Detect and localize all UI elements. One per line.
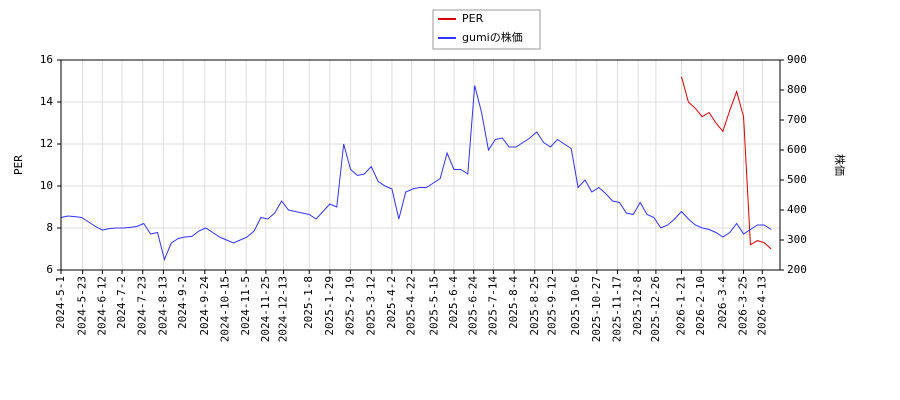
x-tick-label: 2024-6-12	[95, 276, 108, 336]
x-tick-label: 2025-11-17	[610, 276, 623, 342]
x-tick-label: 2024-11-25	[259, 276, 272, 342]
x-tick-label: 2026-2-10	[694, 276, 707, 336]
x-tick-label: 2025-7-14	[486, 276, 499, 336]
x-tick-label: 2024-5-23	[76, 276, 89, 336]
y-tick-label: 6	[46, 263, 53, 276]
series-line	[60, 85, 772, 262]
y-tick-label: 8	[46, 221, 53, 234]
x-tick-label: 2026-3-4	[716, 276, 729, 329]
legend-box	[432, 9, 541, 50]
y-tick-label: 12	[40, 137, 53, 150]
x-tick-label: 2024-8-13	[156, 276, 169, 336]
y2-tick-label: 300	[787, 233, 807, 246]
series-line	[681, 76, 772, 250]
y-tick-label: 14	[40, 95, 54, 108]
x-tick-label: 2025-2-19	[344, 276, 357, 336]
y-tick-label: 10	[40, 179, 53, 192]
y2-tick-label: 900	[787, 53, 807, 66]
x-tick-label: 2025-5-15	[427, 276, 440, 336]
legend-label: PER	[462, 12, 484, 25]
x-tick-label: 2024-5-1	[54, 276, 67, 329]
x-tick-label: 2025-8-4	[507, 276, 520, 329]
y2-tick-label: 700	[787, 113, 807, 126]
x-tick-label: 2025-1-8	[302, 276, 315, 329]
y2-tick-label: 200	[787, 263, 807, 276]
x-tick-label: 2025-6-4	[447, 276, 460, 329]
y2-tick-label: 800	[787, 83, 807, 96]
x-tick-label: 2024-11-5	[239, 276, 252, 336]
x-tick-label: 2025-3-12	[364, 276, 377, 336]
x-tick-label: 2024-10-15	[218, 276, 231, 342]
y2-axis-label: 株価	[833, 154, 847, 176]
x-tick-label: 2025-10-6	[569, 276, 582, 336]
x-tick-label: 2025-4-22	[405, 276, 418, 336]
legend-label: gumiの株価	[462, 30, 523, 44]
x-tick-label: 2026-3-25	[737, 276, 750, 336]
x-tick-label: 2025-1-29	[323, 276, 336, 336]
legend: PER gumiの株価	[432, 9, 541, 50]
x-tick-label: 2025-12-26	[649, 276, 662, 342]
plot-area	[61, 60, 780, 270]
x-tick-label: 2026-4-13	[755, 276, 768, 336]
x-tick-label: 2025-9-12	[545, 276, 558, 336]
x-tick-label: 2024-7-2	[115, 276, 128, 329]
x-tick-label: 2025-10-27	[590, 276, 603, 342]
x-tick-label: 2025-12-8	[631, 276, 644, 336]
y-axis-label: PER	[12, 155, 25, 175]
x-tick-label: 2024-7-23	[136, 276, 149, 336]
y2-tick-label: 400	[787, 203, 807, 216]
x-tick-label: 2025-4-2	[385, 276, 398, 329]
x-tick-label: 2024-9-2	[176, 276, 189, 329]
y-tick-label: 16	[40, 53, 53, 66]
plot-frame	[60, 59, 781, 271]
y2-tick-label: 600	[787, 143, 807, 156]
x-tick-label: 2026-1-21	[675, 276, 688, 336]
y2-tick-label: 500	[787, 173, 807, 186]
x-tick-label: 2024-12-13	[277, 276, 290, 342]
x-tick-label: 2025-6-24	[467, 276, 480, 336]
x-tick-label: 2025-8-25	[528, 276, 541, 336]
x-tick-label: 2024-9-24	[198, 276, 211, 336]
